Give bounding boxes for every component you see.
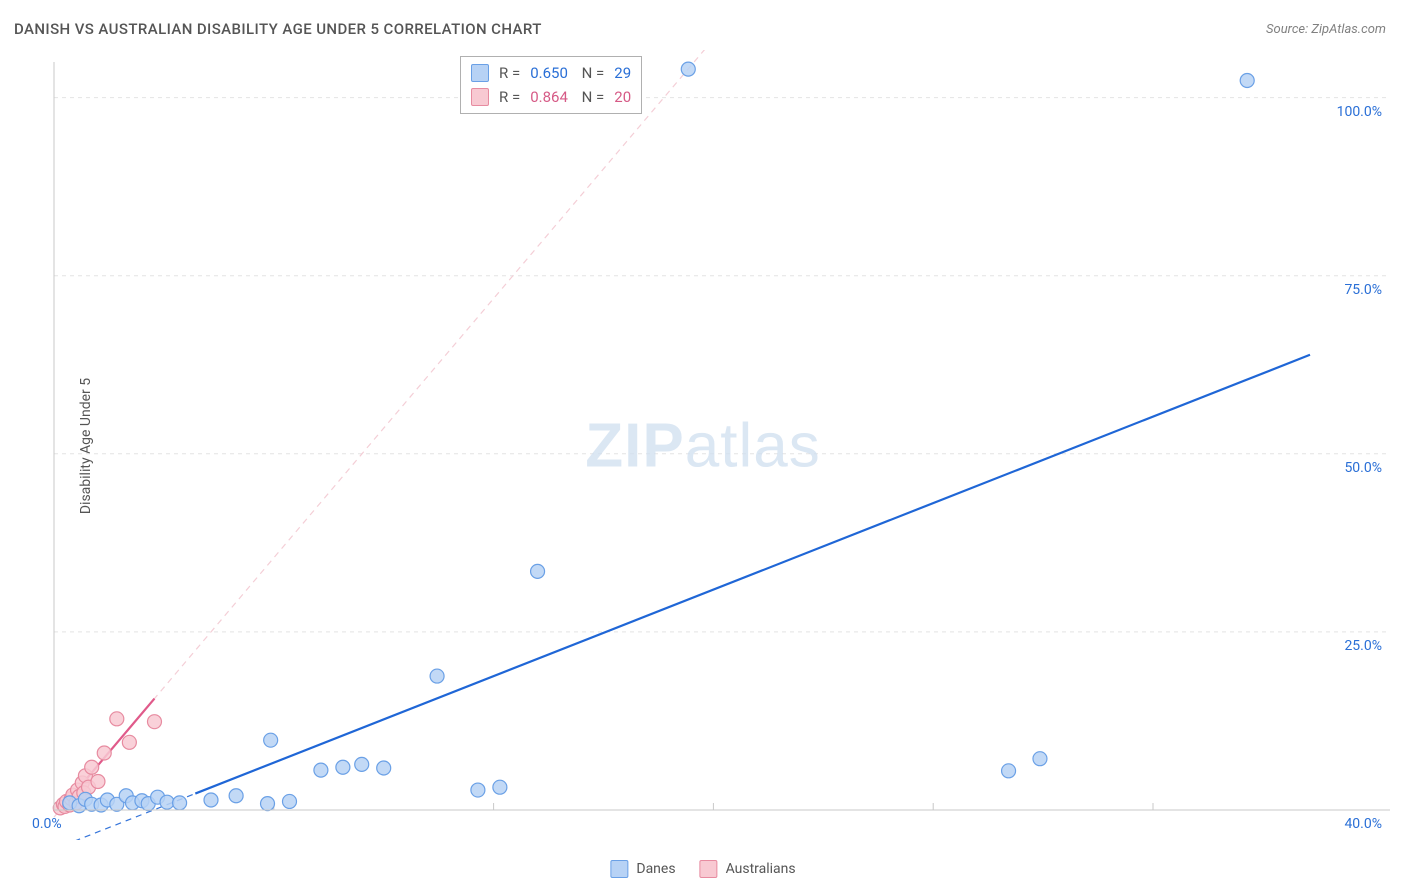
x-tick-label: 40.0% — [1344, 816, 1382, 832]
y-tick-label: 75.0% — [1344, 282, 1382, 298]
stat-label: N = — [578, 61, 604, 85]
stat-label: R = — [499, 85, 520, 109]
stats-row-danes: R = 0.650 N = 29 — [471, 61, 631, 85]
swatch-blue-icon — [610, 860, 628, 878]
chart-container: DANISH VS AUSTRALIAN DISABILITY AGE UNDE… — [0, 0, 1406, 892]
source-attribution: Source: ZipAtlas.com — [1266, 22, 1386, 37]
y-tick-label: 50.0% — [1344, 460, 1382, 476]
stat-n-danes: 29 — [614, 61, 631, 85]
correlation-stats-box: R = 0.650 N = 29 R = 0.864 N = 20 — [460, 56, 642, 114]
stat-n-aus: 20 — [614, 85, 631, 109]
y-tick-label: 100.0% — [1337, 104, 1382, 120]
y-tick-label: 25.0% — [1344, 638, 1382, 654]
stats-row-australians: R = 0.864 N = 20 — [471, 85, 631, 109]
scatter-plot — [50, 50, 1390, 840]
legend-label: Australians — [726, 861, 796, 877]
legend-label: Danes — [636, 861, 675, 877]
stat-r-aus: 0.864 — [530, 85, 568, 109]
stat-label: R = — [499, 61, 520, 85]
bottom-legend: Danes Australians — [610, 860, 795, 878]
legend-item-danes: Danes — [610, 860, 675, 878]
swatch-pink-icon — [700, 860, 718, 878]
x-tick-label: 0.0% — [32, 816, 62, 832]
swatch-blue-icon — [471, 64, 489, 82]
legend-item-australians: Australians — [700, 860, 796, 878]
swatch-pink-icon — [471, 88, 489, 106]
stat-r-danes: 0.650 — [530, 61, 568, 85]
chart-title: DANISH VS AUSTRALIAN DISABILITY AGE UNDE… — [14, 20, 542, 38]
stat-label: N = — [578, 85, 604, 109]
